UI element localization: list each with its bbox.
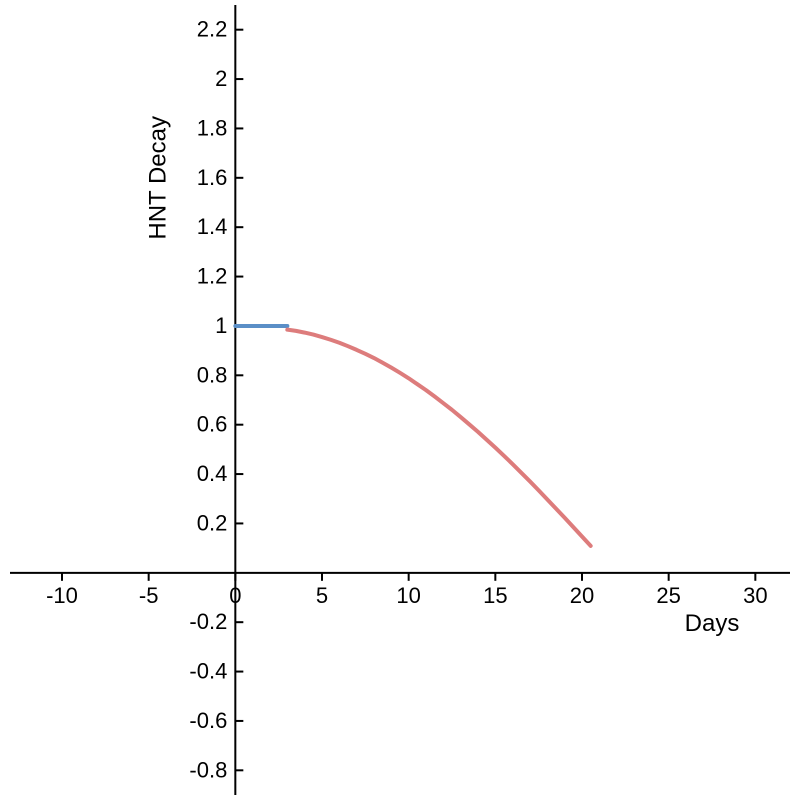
- y-tick-label: 0.4: [197, 461, 228, 486]
- y-tick-label: 1.8: [197, 115, 228, 140]
- y-tick-label: -0.8: [189, 757, 227, 782]
- x-tick-label: 30: [743, 583, 767, 608]
- x-tick-label: 10: [396, 583, 420, 608]
- x-axis-title: Days: [685, 610, 740, 637]
- x-tick-label: 0: [229, 583, 241, 608]
- x-tick-label: 20: [570, 583, 594, 608]
- y-axis-title: HNT Decay: [144, 116, 171, 240]
- y-tick-label: -0.2: [189, 609, 227, 634]
- y-tick-label: 1.2: [197, 264, 228, 289]
- y-tick-label: -0.6: [189, 708, 227, 733]
- y-tick-label: 2: [215, 66, 227, 91]
- y-tick-label: 0.2: [197, 510, 228, 535]
- y-tick-label: 1.6: [197, 165, 228, 190]
- y-tick-label: -0.4: [189, 659, 227, 684]
- y-tick-label: 2.2: [197, 17, 228, 42]
- x-tick-label: -5: [139, 583, 159, 608]
- x-tick-label: 5: [316, 583, 328, 608]
- y-tick-label: 0.6: [197, 412, 228, 437]
- y-tick-label: 1.4: [197, 214, 228, 239]
- x-tick-label: 15: [483, 583, 507, 608]
- decay-chart: -10 -5 0 5 10 15 20 25 30 -0.8 -0.6 -0.4 -0.2 0.2 0.4 0…: [0, 0, 800, 800]
- y-tick-label: 0.8: [197, 362, 228, 387]
- y-tick-label: 1: [215, 313, 227, 338]
- x-tick-label: 25: [656, 583, 680, 608]
- x-tick-label: -10: [46, 583, 78, 608]
